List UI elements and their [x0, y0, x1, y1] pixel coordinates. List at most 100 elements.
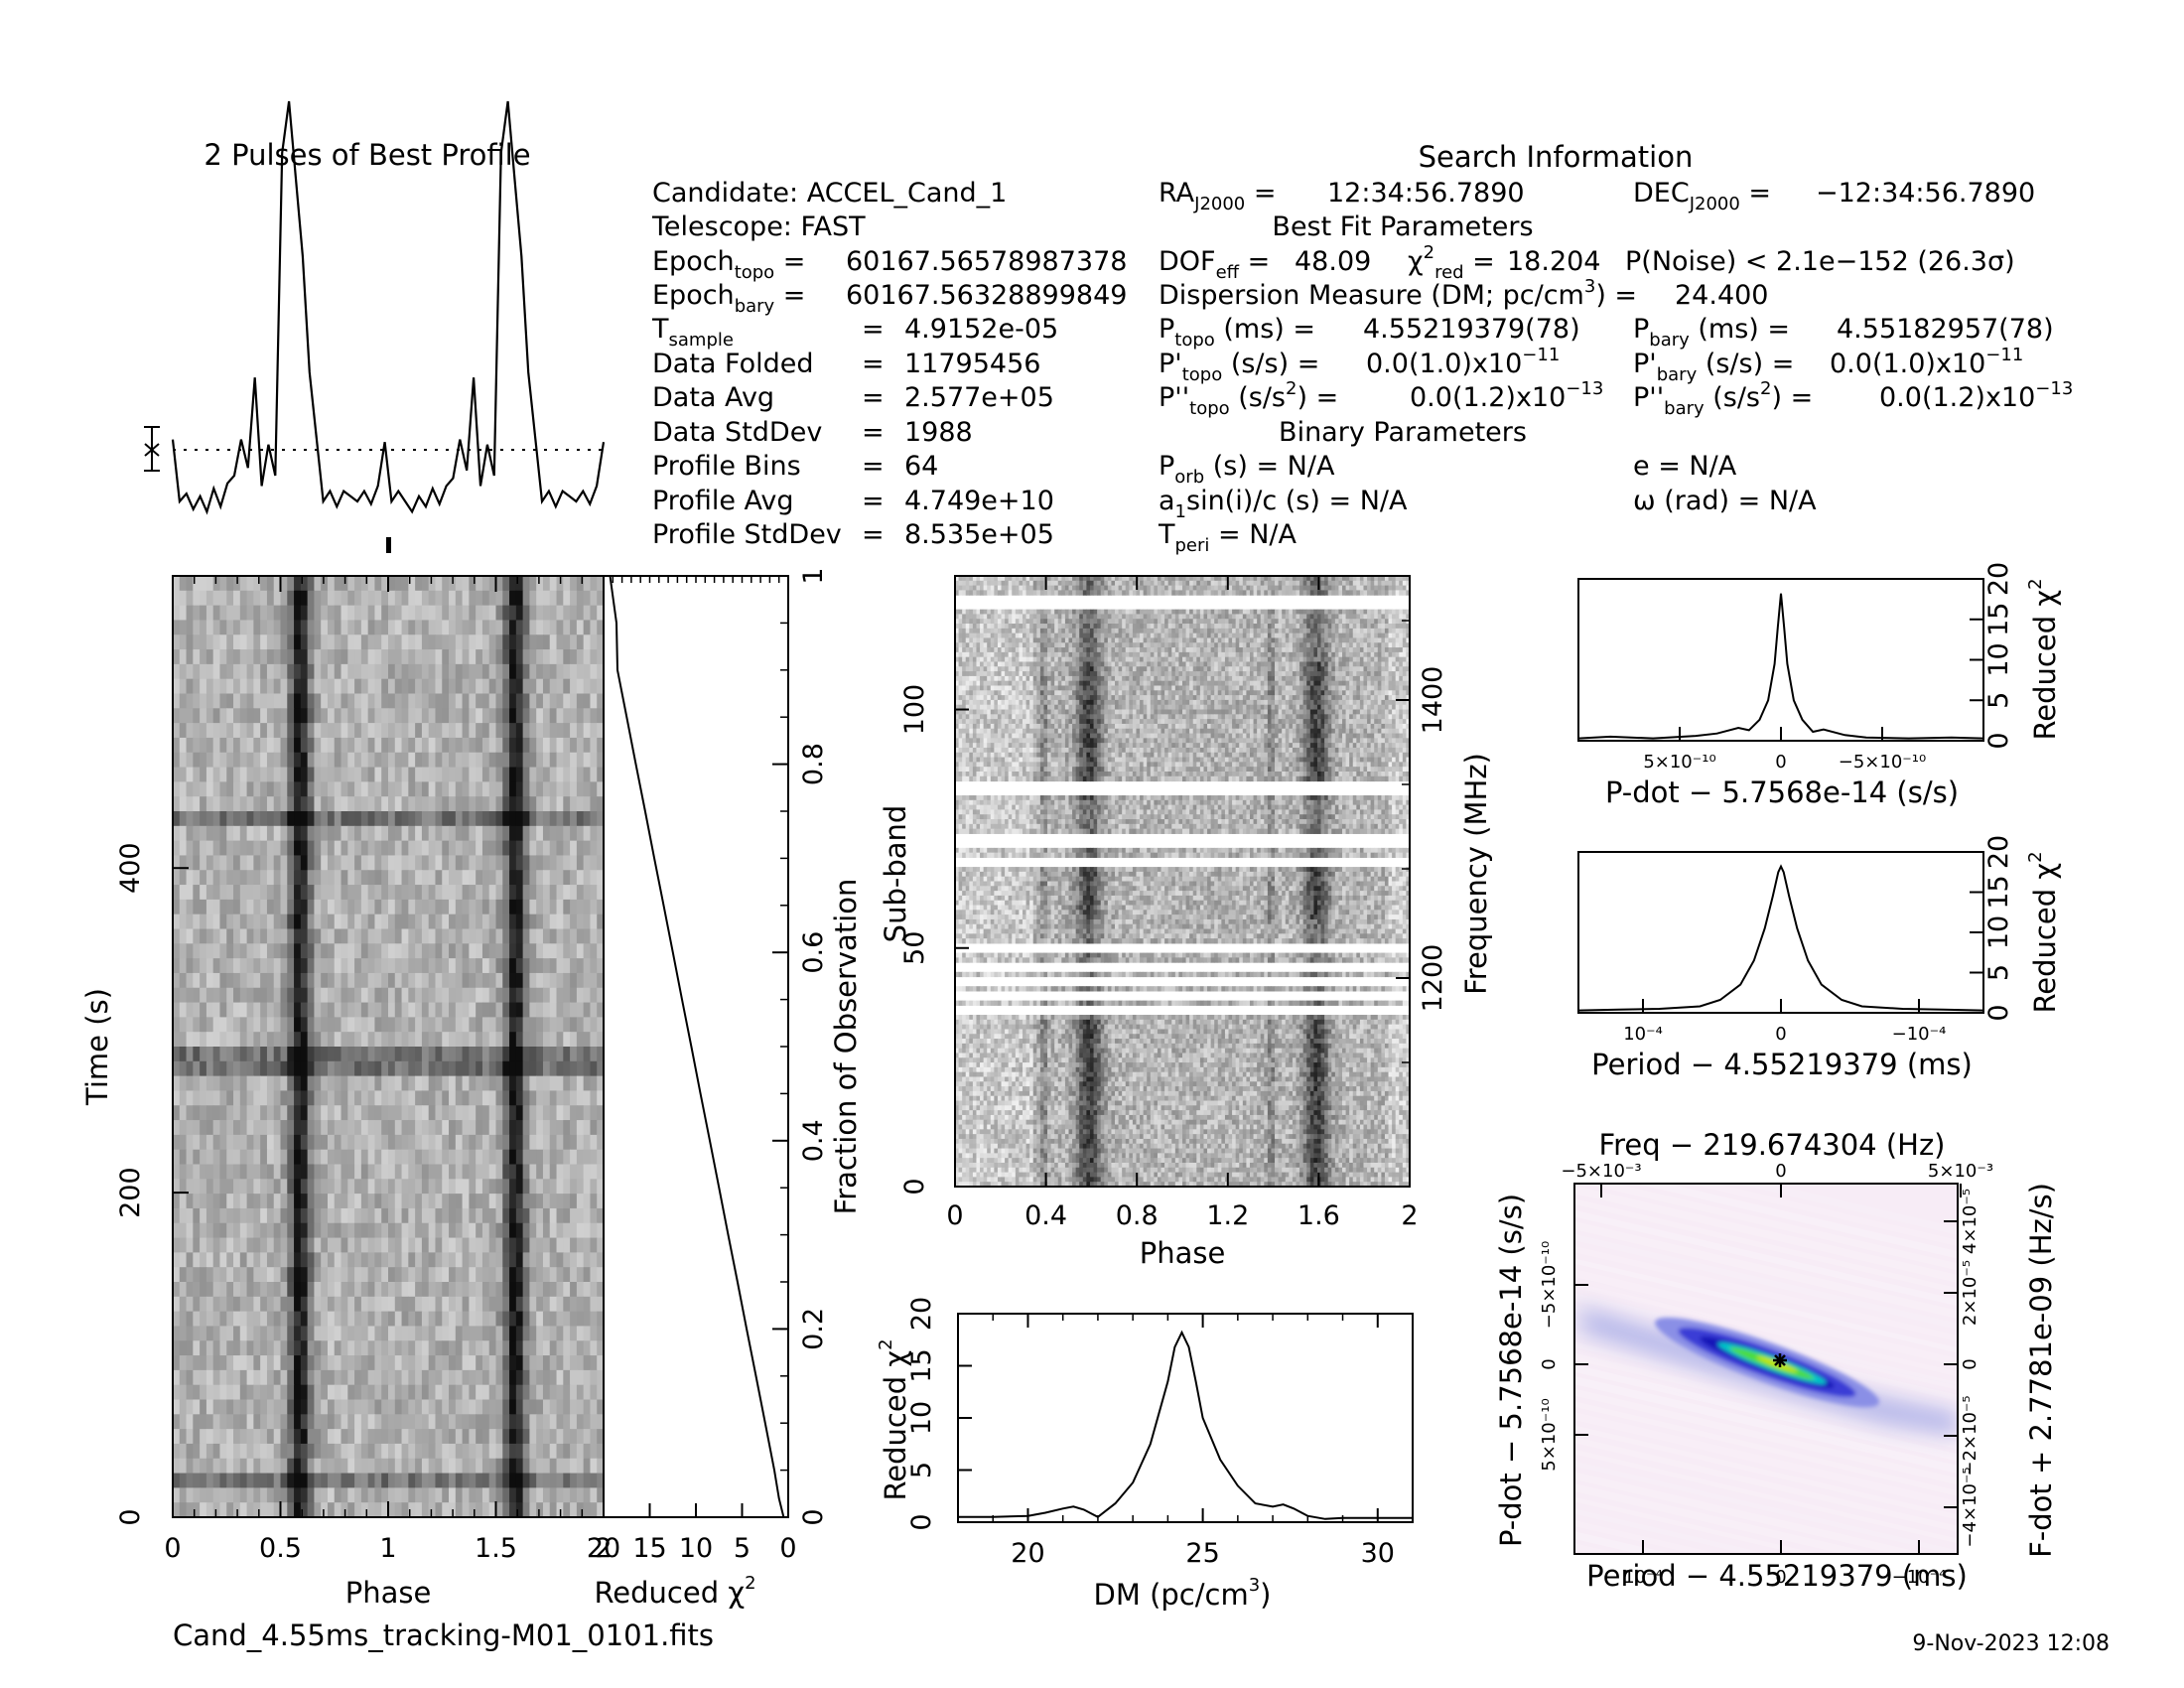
search-info-title: Search Information [1419, 140, 1694, 174]
curve-ytick: 20 [1983, 835, 2014, 869]
profile-avg-label: Profile Avg [652, 486, 794, 516]
curve-ytick: 20 [1983, 562, 2014, 596]
time-phase-ytick: 400 [115, 842, 146, 894]
frequency-ylabel: Frequency (MHz) [1459, 753, 1493, 995]
chi2-fraction-xlabel: Reduced χ2 [594, 1573, 755, 1610]
dm-ylabel: Reduced χ2 [876, 1338, 912, 1500]
data-stddev-label: Data StdDev [652, 417, 822, 448]
time-phase-xlabel: Phase [345, 1576, 432, 1610]
frequency-ytick: 1200 [1418, 944, 1448, 1013]
pdot-ylabel: Reduced χ2 [2025, 578, 2062, 740]
time-phase-xtick: 0 [164, 1533, 181, 1564]
epoch-topo-label: Epochtopo = [652, 246, 805, 283]
chi2-fraction-ytick: 0.8 [798, 743, 829, 785]
dm-value: 24.400 [1675, 280, 1768, 311]
ppdot-right-tick: −2×10⁻⁵ [1960, 1395, 1980, 1476]
subband-ytick: 0 [899, 1178, 930, 1195]
dm-frame [957, 1313, 1414, 1523]
chi2-fraction-xtick: 15 [632, 1533, 666, 1564]
dm-curve [958, 1330, 1413, 1520]
a1sini-label: a1sin(i)/c (s) = N/A [1159, 486, 1408, 522]
time-phase-plot: 0 0.5 1 1.5 2 0 200 400 Phase Time (s) [80, 575, 613, 1610]
period-ylabel: Reduced χ2 [2025, 851, 2062, 1013]
chi2-fraction-xtick: 20 [587, 1533, 620, 1564]
subband-xtick: 0 [946, 1200, 963, 1231]
ppdot-xtick: 0 [1775, 1567, 1786, 1588]
subband-xtick: 0.4 [1024, 1200, 1067, 1231]
pdd-topo-label: P''topo (s/s2) = [1159, 378, 1338, 419]
epoch-topo-value: 60167.56578987378 [846, 246, 1127, 277]
epoch-bary-value: 60167.56328899849 [846, 280, 1127, 311]
dm-xlabel: DM (pc/cm3) [1094, 1575, 1272, 1612]
ppdot-top-tick: 0 [1775, 1161, 1786, 1182]
curve-xtick: 5×10⁻¹⁰ [1643, 752, 1715, 773]
info-panel: Search Information Candidate: ACCEL_Cand… [651, 140, 2073, 556]
pdd-bary-label: P''bary (s/s2) = [1633, 378, 1813, 419]
profile-errorbar [144, 426, 160, 472]
ppdot-top-tick: −5×10⁻³ [1561, 1161, 1641, 1182]
curve-ytick: 5 [1983, 692, 2014, 709]
subband-ytick: 100 [899, 684, 930, 736]
chi2-fraction-ylabel: Fraction of Observation [829, 879, 863, 1215]
chi2-fraction-ytick: 1 [798, 567, 829, 584]
dm-ytick: 10 [906, 1401, 937, 1435]
tsample-value: 4.9152e-05 [904, 314, 1058, 345]
ppdot-frame [1573, 1183, 1959, 1555]
ppdot-ylabel-right: F-dot + 2.7781e-09 (Hz/s) [2024, 1183, 2058, 1558]
period-curve [1577, 864, 1984, 1012]
chi2-label: χ2red = [1408, 242, 1495, 283]
ppdot-ylabel: P-dot − 5.7568e-14 (s/s) [1494, 1194, 1528, 1547]
curve-ytick: 0 [1983, 732, 2014, 749]
candidate-text: Candidate: ACCEL_Cand_1 [652, 178, 1007, 209]
period-xlabel: Period − 4.55219379 (ms) [1591, 1048, 1973, 1081]
subband-xtick: 0.8 [1116, 1200, 1159, 1231]
subband-xtick: 1.6 [1297, 1200, 1340, 1231]
svg-text:=: = [862, 486, 885, 516]
dm-ytick: 15 [906, 1348, 937, 1382]
curve-ytick: 15 [1983, 875, 2014, 909]
data-avg-value: 2.577e+05 [904, 382, 1054, 413]
ra-label: RAJ2000 = [1159, 178, 1276, 214]
p-bary-label: Pbary (ms) = [1633, 314, 1790, 351]
curve-xtick: −10⁻⁴ [1892, 1024, 1947, 1045]
profile-curve [171, 100, 606, 515]
period-frame [1577, 851, 1984, 1014]
subband-xtick: 2 [1401, 1200, 1418, 1231]
ppdot-ytick: 0 [1539, 1358, 1560, 1369]
profile-phase-marker [386, 537, 391, 553]
curve-ytick: 15 [1983, 603, 2014, 636]
curve-ytick: 0 [1983, 1004, 2014, 1021]
dm-xtick: 25 [1185, 1538, 1219, 1569]
curve-xtick: −5×10⁻¹⁰ [1839, 752, 1926, 773]
ppdot-title: Freq − 219.674304 (Hz) [1599, 1128, 1946, 1162]
time-phase-image [173, 576, 605, 1518]
curve-ytick: 5 [1983, 964, 2014, 981]
dm-xtick: 20 [1011, 1538, 1044, 1569]
pdd-topo-value: 0.0(1.2)x10−13 [1410, 378, 1603, 413]
telescope-text: Telescope: FAST [651, 211, 866, 242]
pdd-bary-value: 0.0(1.2)x10−13 [1879, 378, 2073, 413]
curve-xtick: 0 [1775, 1024, 1786, 1045]
chi2-fraction-ytick: 0.4 [798, 1119, 829, 1162]
pd-bary-value: 0.0(1.0)x10−11 [1830, 345, 2023, 379]
dm-plot: 20 25 30 0 5 10 15 20 DM (pc/cm3) Reduced χ2 [876, 1297, 1414, 1612]
period-plot: 10⁻⁴ 0 −10⁻⁴ 0 5 10 15 20 Period − 4.55219379 (… [1577, 835, 2062, 1081]
subband-xlabel: Phase [1140, 1236, 1226, 1270]
best-fit-marker [1773, 1353, 1787, 1367]
subband-ytick: 50 [899, 931, 930, 965]
binary-title: Binary Parameters [1279, 417, 1527, 448]
ppdot-right-tick: −4×10⁻⁵ [1960, 1467, 1980, 1547]
time-phase-xtick: 1 [379, 1533, 396, 1564]
svg-text:=: = [862, 349, 885, 379]
ppdot-ytick: −5×10⁻¹⁰ [1539, 1241, 1560, 1329]
epoch-bary-label: Epochbary = [652, 280, 805, 317]
dec-label: DECJ2000 = [1633, 178, 1771, 214]
pdot-curve [1577, 593, 1984, 740]
curve-xtick: 0 [1775, 752, 1786, 773]
pdot-plot: 5×10⁻¹⁰ 0 −5×10⁻¹⁰ 0 5 10 15 20 P-dot − 5.7568e… [1577, 562, 2062, 809]
subband-plot: 0 0.4 0.8 1.2 1.6 2 0 50 100 1200 1400 Phase Sub-b… [879, 575, 1493, 1270]
curve-ytick: 10 [1983, 915, 2014, 949]
svg-text:=: = [862, 417, 885, 448]
pdot-xlabel: P-dot − 5.7568e-14 (s/s) [1605, 775, 1959, 809]
